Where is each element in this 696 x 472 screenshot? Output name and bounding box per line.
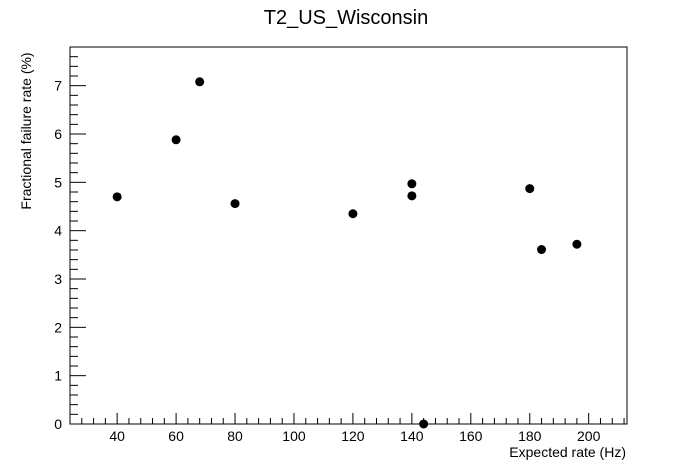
data-point [537, 245, 547, 255]
y-tick-label: 6 [54, 126, 62, 142]
data-point [525, 184, 535, 194]
x-tick-label: 120 [341, 428, 365, 444]
y-tick-label: 2 [54, 319, 62, 335]
data-points [112, 77, 582, 429]
data-point [419, 419, 429, 429]
x-tick-label: 140 [400, 428, 424, 444]
y-tick-label: 3 [54, 271, 62, 287]
x-axis-label: Expected rate (Hz) [509, 444, 626, 460]
data-point [112, 192, 122, 202]
x-tick-label: 80 [227, 428, 243, 444]
data-point [348, 209, 358, 219]
y-tick-label: 5 [54, 174, 62, 190]
y-tick-label: 1 [54, 368, 62, 384]
x-tick-label: 60 [168, 428, 184, 444]
data-point [572, 239, 582, 249]
plot-frame [69, 46, 628, 425]
y-tick-label: 0 [54, 416, 62, 432]
data-point [407, 179, 417, 189]
data-point [230, 199, 240, 209]
data-point [195, 77, 205, 87]
y-tick-label: 7 [54, 78, 62, 94]
x-tick-label: 100 [282, 428, 306, 444]
data-point [171, 135, 181, 145]
x-axis: 40 60 80 100 120 140 160 180 200 [69, 413, 625, 444]
x-tick-label: 40 [109, 428, 125, 444]
y-axis: 0 1 2 3 4 5 6 7 [54, 46, 86, 432]
y-tick-label: 4 [54, 223, 62, 239]
y-axis-label: Fractional failure rate (%) [18, 52, 34, 209]
chart-title: T2_US_Wisconsin [264, 7, 429, 29]
data-point [407, 191, 417, 201]
x-tick-label: 180 [518, 428, 542, 444]
x-tick-label: 200 [577, 428, 601, 444]
x-tick-label: 160 [459, 428, 483, 444]
